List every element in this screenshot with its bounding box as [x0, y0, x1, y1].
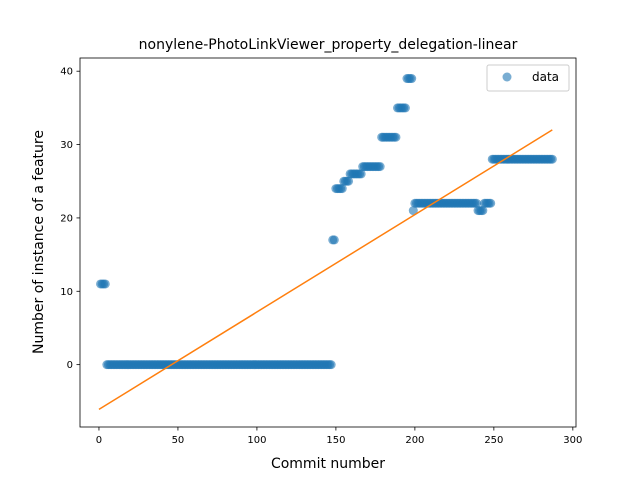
y-axis-label: Number of instance of a feature [31, 130, 47, 354]
plot-frame [79, 57, 577, 428]
x-tick-label: 200 [405, 435, 424, 446]
data-point [486, 198, 496, 208]
data-point [375, 162, 385, 172]
data-point [471, 198, 481, 208]
x-tick-label: 0 [96, 435, 102, 446]
y-tick-label: 10 [60, 287, 73, 298]
x-tick-label: 150 [326, 435, 345, 446]
x-tick-label: 100 [247, 435, 266, 446]
y-axis: 0 10 20 30 40 [60, 67, 80, 371]
data-points [96, 74, 557, 370]
legend: data [486, 64, 570, 92]
fit-line [98, 129, 553, 411]
data-point [329, 235, 339, 245]
y-tick-label: 0 [67, 360, 73, 371]
x-tick-label: 300 [563, 435, 582, 446]
chart-title: nonylene-PhotoLinkViewer_property_delega… [139, 37, 518, 53]
x-axis-label: Commit number [271, 456, 385, 472]
x-tick-label: 50 [172, 435, 185, 446]
fit-line-layer [98, 129, 553, 411]
data-point [337, 184, 347, 194]
y-tick-label: 30 [60, 140, 73, 151]
y-tick-label: 40 [60, 67, 73, 78]
data-point [400, 103, 410, 113]
data-point [326, 360, 336, 370]
data-point [100, 279, 110, 289]
x-tick-label: 250 [484, 435, 503, 446]
data-point [407, 74, 417, 84]
legend-marker-data [502, 72, 512, 82]
legend-label-data: data [532, 70, 559, 84]
legend-box [486, 64, 570, 92]
data-point [478, 206, 488, 216]
data-point [408, 206, 418, 216]
x-axis: 0 50 100 150 200 250 300 [96, 427, 582, 446]
data-point [344, 176, 354, 186]
data-point [547, 154, 557, 164]
data-point [356, 169, 366, 179]
y-tick-label: 20 [60, 213, 73, 224]
data-point [391, 132, 401, 142]
